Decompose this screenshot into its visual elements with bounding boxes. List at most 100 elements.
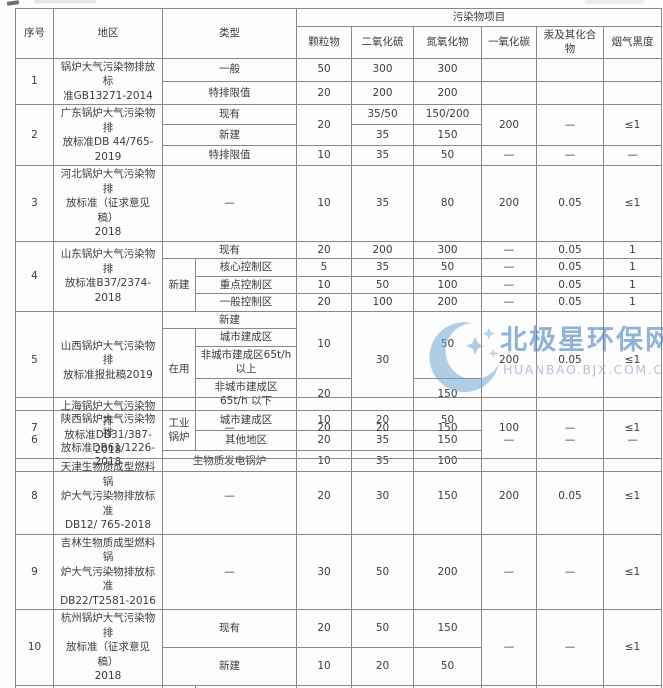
table-cell: 山东锅炉大气污染物排 放标准B37/2374-2018 [53,240,163,312]
table-cell: 200 [481,310,537,411]
emission-standards-table-upper: 序号 地区 类型 污染物项目 颗粒物 二氧化硫 氮氧化物 一氧化碳 汞及其化合物 烟气黑度 1 锅炉大… [15,8,663,472]
table-cell: 4 [15,240,54,312]
table-cell: 1 [602,275,663,294]
header-cell: 地区 [53,8,163,59]
table-row: 5 山西锅炉大气污染物排 放标准报批稿2019 新建 10 30 50 200 0.05 ≤1 [15,310,663,411]
table-cell: 100 [481,397,537,459]
table-cell: 150 [413,458,482,535]
table-cell: 30 [296,533,352,610]
table-cell: 300 [413,57,482,82]
table-cell: 50 [413,646,482,686]
table-cell: 广东锅炉大气污染物排 放标准DB 44/765-2019 [53,104,163,166]
table-cell: 200 [481,458,537,535]
table-cell: 新建 [162,258,196,312]
table-row: 9 吉林生物质成型燃料锅 炉大气污染物排放标准 DB22/T2581-2016—3… [15,533,662,610]
table-row: 特排限值 20 200 200 [16,80,663,106]
table-cell [481,80,537,106]
table-cell: 1 [15,57,54,105]
scan-smudge [6,0,20,6]
header-cell: 一氧化碳 [481,25,537,59]
table-cell: ≤1 [603,458,662,535]
table-cell: 3 [15,165,54,242]
table-cell: 1 [603,684,662,688]
table-cell: 重点控制区 [195,275,297,294]
table-row: 一般控制区 20 100 200—0.05 1 [16,293,663,312]
table-cell: 10 [296,310,352,379]
table-cell: — [536,144,604,167]
table-cell: 10 [296,165,352,242]
table-cell: 20 [296,397,352,459]
table-cell: 150 [413,397,482,459]
table-cell: — [536,609,604,686]
table-cell: 现有 [162,240,297,259]
table-cell: 城市建成区 [195,328,297,347]
table-cell: 50 [351,533,414,610]
table-cell: 35 [351,258,414,277]
header-cell: 二氧化硫 [351,25,414,59]
table-cell: ≤1 [602,310,663,411]
table-row: 3 河北锅炉大气污染物排 放标准（征求意见稿） 2018—10 35 80 200 0.0… [15,165,663,242]
table-row: 非城市建成区65t/h 以上 [16,345,662,379]
table-cell: 150/200 [413,103,482,126]
table-cell: — [162,458,297,535]
table-cell: 山西锅炉大气污染物排 放标准报批稿2019 [53,310,163,411]
emission-standards-table-lower: 7 上海锅炉大气污染物排 放标准DB31/387-2018—20 20 150 100—… [15,397,662,688]
table-cell: 50 [351,275,414,294]
table-cell: 50 [351,609,414,648]
table-cell: 现有 [162,609,297,648]
table-cell: 150 [413,609,482,648]
table-cell: ≤1 [603,397,662,459]
table-row: 1 锅炉大气污染物排放标 准GB13271-2014 一般 50 300 300 [15,57,663,105]
table-cell [536,57,604,82]
table-cell: 35/50 [351,103,414,126]
header-cell: 污染物项目 [295,8,663,27]
table-cell: 50 [413,144,482,167]
table-cell: — [481,275,537,294]
table-cell: ≤1 [602,165,663,242]
table-cell: 1 [602,258,663,277]
table-cell: 20 [296,80,352,106]
table-cell: 杭州锅炉大气污染物排 放标准（征求意见稿） 2018 [53,609,163,686]
header-cell: 汞及其化合物 [536,25,604,59]
table-row: 11北京锅炉大气污染物排 放标准DB11/139-2015在用高污染燃料禁燃区5… [15,684,662,688]
table-cell: 300 [413,240,482,259]
table-cell: 在用 [162,328,196,411]
table-cell: 300 [351,57,414,82]
table-cell: ≤1 [603,609,662,686]
table-cell: 7 [15,397,54,459]
table-cell: 20 [296,240,352,259]
table-cell: — [481,533,537,610]
table-cell: 0.05 [536,458,604,535]
table-cell: — [481,609,537,686]
table-cell: 200 [413,80,482,106]
table-cell: 200 [481,165,537,242]
table-row: 新建 10 20 50 [16,646,662,686]
table-cell: 20 [296,458,352,535]
table-cell: 新建 [162,124,297,146]
header-cell: 颗粒物 [296,25,352,59]
header-cell: 序号 [15,8,54,59]
table-cell: 20 [296,609,352,648]
table-cell: 1 [602,240,663,259]
table-cell: 一般控制区 [195,293,297,312]
table-cell: 0.05 [536,258,604,277]
table-cell: 10 [296,275,352,294]
header-cell: 氮氧化物 [413,25,482,59]
table-cell: 新建 [162,646,297,686]
scan-smudge [34,0,96,3]
table-cell: 10 [296,144,352,167]
table-cell: ≤1 [602,104,663,146]
table-cell [481,57,537,82]
table-cell: 80 [413,165,482,242]
table-row: 新建 核心控制区 5 35 50—0.05 1 [16,258,663,312]
table-cell: 0.05 [536,310,604,411]
table-cell: 新建 [162,310,297,329]
table-cell: 150 [413,124,482,146]
table-cell: 100 [351,293,414,312]
table-cell: 8 [15,458,54,535]
table-cell: — [536,104,604,146]
table-cell: 35 [351,165,414,242]
table-cell: — [162,165,297,242]
table-cell: 5 [15,310,54,411]
table-row: 特排限值 10 35 50— — — [16,144,663,167]
